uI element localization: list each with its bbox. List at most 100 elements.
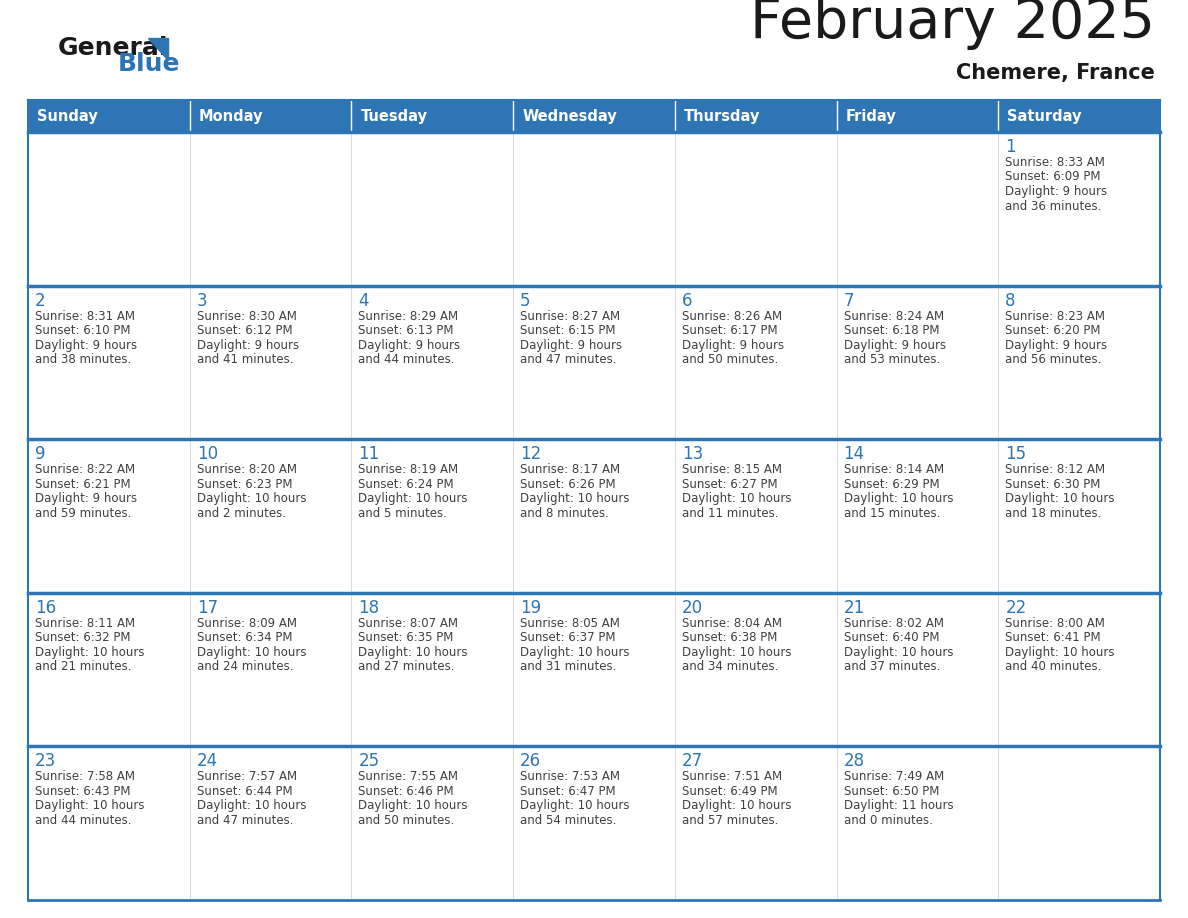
Text: Daylight: 10 hours: Daylight: 10 hours bbox=[682, 800, 791, 812]
Bar bbox=[836, 593, 998, 746]
Bar bbox=[29, 746, 190, 900]
Bar bbox=[190, 593, 352, 746]
Text: Sunset: 6:24 PM: Sunset: 6:24 PM bbox=[359, 477, 454, 491]
Text: Sunset: 6:34 PM: Sunset: 6:34 PM bbox=[197, 632, 292, 644]
Text: Sunset: 6:32 PM: Sunset: 6:32 PM bbox=[34, 632, 131, 644]
Bar bbox=[513, 100, 675, 132]
Text: and 59 minutes.: and 59 minutes. bbox=[34, 507, 132, 520]
Text: and 36 minutes.: and 36 minutes. bbox=[1005, 199, 1101, 212]
Text: Saturday: Saturday bbox=[1007, 108, 1082, 124]
Text: and 54 minutes.: and 54 minutes. bbox=[520, 814, 617, 827]
Bar bbox=[513, 132, 675, 285]
Bar bbox=[513, 285, 675, 439]
Text: Sunrise: 8:14 AM: Sunrise: 8:14 AM bbox=[843, 464, 943, 476]
Text: Sunrise: 8:22 AM: Sunrise: 8:22 AM bbox=[34, 464, 135, 476]
Text: Sunrise: 8:04 AM: Sunrise: 8:04 AM bbox=[682, 617, 782, 630]
Bar bbox=[675, 593, 836, 746]
Text: 8: 8 bbox=[1005, 292, 1016, 309]
Text: Sunrise: 8:31 AM: Sunrise: 8:31 AM bbox=[34, 309, 135, 322]
Text: 6: 6 bbox=[682, 292, 693, 309]
Bar bbox=[352, 285, 513, 439]
Text: and 21 minutes.: and 21 minutes. bbox=[34, 660, 132, 673]
Text: 9: 9 bbox=[34, 445, 45, 464]
Text: Daylight: 10 hours: Daylight: 10 hours bbox=[359, 800, 468, 812]
Text: Daylight: 9 hours: Daylight: 9 hours bbox=[359, 339, 461, 352]
Text: Sunrise: 8:24 AM: Sunrise: 8:24 AM bbox=[843, 309, 943, 322]
Bar bbox=[29, 132, 190, 285]
Text: 11: 11 bbox=[359, 445, 380, 464]
Text: 19: 19 bbox=[520, 599, 542, 617]
Text: Sunset: 6:44 PM: Sunset: 6:44 PM bbox=[197, 785, 292, 798]
Text: February 2025: February 2025 bbox=[750, 0, 1155, 50]
Text: and 44 minutes.: and 44 minutes. bbox=[34, 814, 132, 827]
Bar bbox=[190, 132, 352, 285]
Text: Daylight: 9 hours: Daylight: 9 hours bbox=[197, 339, 299, 352]
Text: Sunset: 6:12 PM: Sunset: 6:12 PM bbox=[197, 324, 292, 337]
Text: 27: 27 bbox=[682, 753, 703, 770]
Text: Daylight: 10 hours: Daylight: 10 hours bbox=[34, 800, 145, 812]
Text: and 53 minutes.: and 53 minutes. bbox=[843, 353, 940, 366]
Text: Sunrise: 7:57 AM: Sunrise: 7:57 AM bbox=[197, 770, 297, 783]
Bar bbox=[352, 746, 513, 900]
Text: and 8 minutes.: and 8 minutes. bbox=[520, 507, 609, 520]
Text: and 37 minutes.: and 37 minutes. bbox=[843, 660, 940, 673]
Polygon shape bbox=[148, 38, 168, 60]
Text: and 47 minutes.: and 47 minutes. bbox=[520, 353, 617, 366]
Bar bbox=[998, 132, 1159, 285]
Text: Sunrise: 8:00 AM: Sunrise: 8:00 AM bbox=[1005, 617, 1105, 630]
Bar bbox=[190, 100, 352, 132]
Bar bbox=[513, 593, 675, 746]
Bar bbox=[998, 285, 1159, 439]
Text: 10: 10 bbox=[197, 445, 217, 464]
Bar bbox=[29, 100, 190, 132]
Text: Sunset: 6:46 PM: Sunset: 6:46 PM bbox=[359, 785, 454, 798]
Bar bbox=[675, 132, 836, 285]
Text: Sunset: 6:49 PM: Sunset: 6:49 PM bbox=[682, 785, 777, 798]
Bar bbox=[352, 593, 513, 746]
Text: Daylight: 10 hours: Daylight: 10 hours bbox=[843, 492, 953, 505]
Text: 13: 13 bbox=[682, 445, 703, 464]
Text: Daylight: 10 hours: Daylight: 10 hours bbox=[520, 645, 630, 659]
Text: Sunrise: 8:09 AM: Sunrise: 8:09 AM bbox=[197, 617, 297, 630]
Text: Sunrise: 8:17 AM: Sunrise: 8:17 AM bbox=[520, 464, 620, 476]
Text: and 40 minutes.: and 40 minutes. bbox=[1005, 660, 1101, 673]
Bar bbox=[513, 439, 675, 593]
Bar bbox=[29, 439, 190, 593]
Text: Monday: Monday bbox=[198, 108, 264, 124]
Text: Sunset: 6:15 PM: Sunset: 6:15 PM bbox=[520, 324, 615, 337]
Bar bbox=[675, 285, 836, 439]
Text: Daylight: 9 hours: Daylight: 9 hours bbox=[682, 339, 784, 352]
Bar bbox=[836, 132, 998, 285]
Bar bbox=[998, 593, 1159, 746]
Bar bbox=[190, 439, 352, 593]
Bar bbox=[29, 285, 190, 439]
Text: Sunrise: 8:26 AM: Sunrise: 8:26 AM bbox=[682, 309, 782, 322]
Text: Daylight: 10 hours: Daylight: 10 hours bbox=[843, 645, 953, 659]
Text: Daylight: 10 hours: Daylight: 10 hours bbox=[197, 800, 307, 812]
Text: 21: 21 bbox=[843, 599, 865, 617]
Text: 5: 5 bbox=[520, 292, 531, 309]
Text: Chemere, France: Chemere, France bbox=[956, 63, 1155, 83]
Text: Friday: Friday bbox=[846, 108, 896, 124]
Text: Sunrise: 8:07 AM: Sunrise: 8:07 AM bbox=[359, 617, 459, 630]
Text: Daylight: 9 hours: Daylight: 9 hours bbox=[1005, 339, 1107, 352]
Bar bbox=[352, 132, 513, 285]
Text: 22: 22 bbox=[1005, 599, 1026, 617]
Text: Daylight: 9 hours: Daylight: 9 hours bbox=[843, 339, 946, 352]
Text: 24: 24 bbox=[197, 753, 217, 770]
Text: Sunset: 6:38 PM: Sunset: 6:38 PM bbox=[682, 632, 777, 644]
Text: 4: 4 bbox=[359, 292, 369, 309]
Text: 25: 25 bbox=[359, 753, 379, 770]
Text: and 27 minutes.: and 27 minutes. bbox=[359, 660, 455, 673]
Text: Daylight: 10 hours: Daylight: 10 hours bbox=[520, 800, 630, 812]
Bar bbox=[836, 285, 998, 439]
Text: and 38 minutes.: and 38 minutes. bbox=[34, 353, 131, 366]
Text: Sunrise: 8:30 AM: Sunrise: 8:30 AM bbox=[197, 309, 297, 322]
Bar bbox=[998, 439, 1159, 593]
Text: Daylight: 10 hours: Daylight: 10 hours bbox=[682, 645, 791, 659]
Text: Daylight: 11 hours: Daylight: 11 hours bbox=[843, 800, 953, 812]
Text: and 18 minutes.: and 18 minutes. bbox=[1005, 507, 1101, 520]
Bar bbox=[998, 100, 1159, 132]
Text: Sunset: 6:29 PM: Sunset: 6:29 PM bbox=[843, 477, 940, 491]
Bar bbox=[352, 439, 513, 593]
